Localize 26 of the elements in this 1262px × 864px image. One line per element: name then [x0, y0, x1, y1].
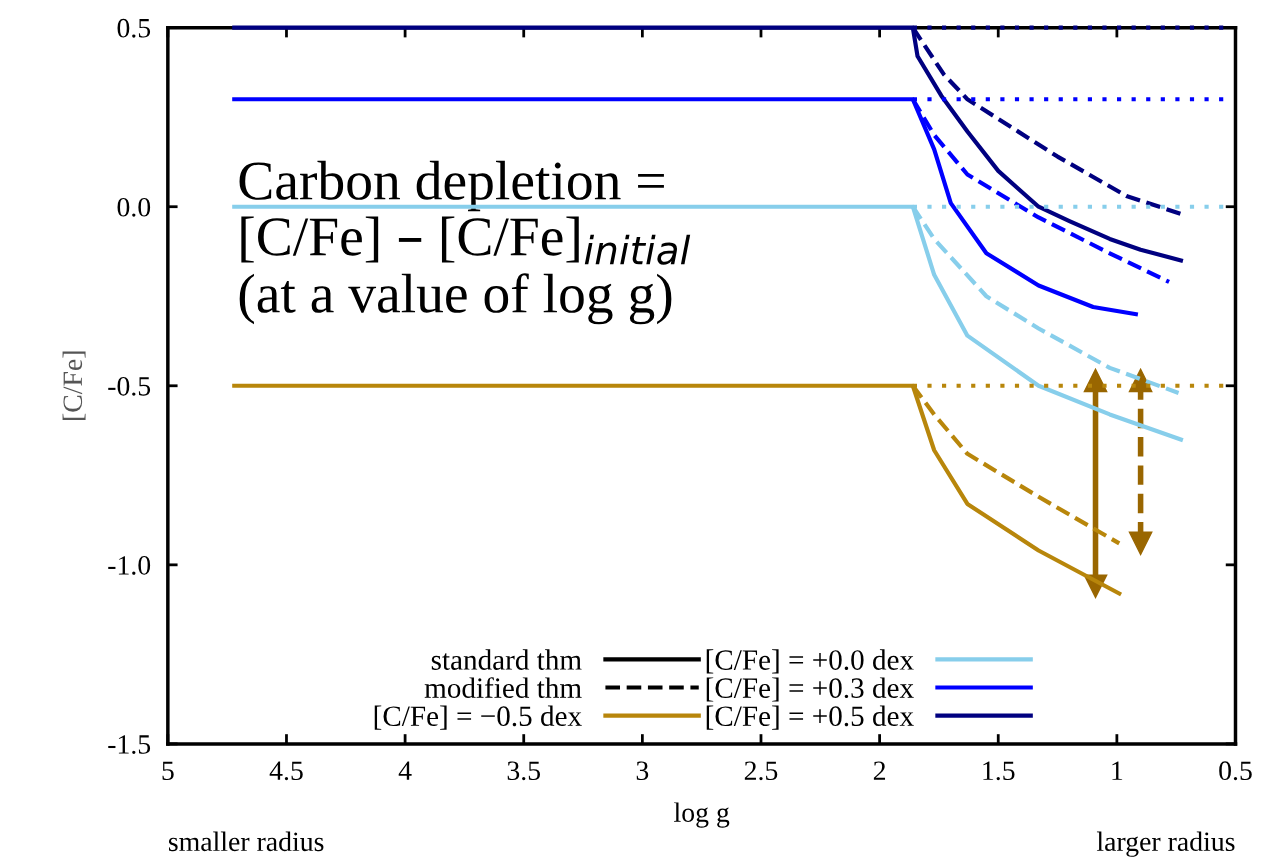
- legend-label: [C/Fe] = +0.5 dex: [706, 705, 914, 730]
- legend-label: modified thm: [424, 677, 582, 698]
- y-axis-title: [C/Fe]: [62, 351, 86, 420]
- y-tick-label: 0.5: [117, 18, 151, 38]
- x-tick-label: 1.5: [983, 761, 1015, 781]
- x-tick-label: 3: [636, 761, 649, 781]
- legend-label: [C/Fe] = −0.5 dex: [374, 705, 582, 730]
- annotation: Carbon depletion = [C/Fe] – [C/Fe]$_{initial}$ (at a value of log g): [239, 160, 691, 325]
- y-tick-label: -0.5: [108, 376, 151, 396]
- text: smaller radius: [168, 831, 324, 852]
- x-tick-label: 4.5: [269, 761, 303, 781]
- y-tick-label: -1.5: [108, 735, 151, 754]
- x-tick-label: 2: [873, 761, 886, 780]
- y-tick-label: -1.0: [108, 556, 151, 575]
- x-tick-label: 0.5: [1219, 761, 1252, 781]
- x-tick-label: 3.5: [507, 761, 541, 781]
- x-tick-label: 2.5: [744, 761, 778, 781]
- text: larger radius: [1096, 831, 1235, 857]
- x-axis-title: log g: [674, 802, 730, 828]
- legend-label: [C/Fe] = +0.3 dex: [706, 677, 914, 702]
- legend-label: standard thm: [431, 649, 582, 670]
- y-tick-label: 0.0: [117, 197, 151, 217]
- x-tick-label: 5: [162, 761, 174, 781]
- x-tick-label: 1: [1112, 761, 1123, 780]
- legend-label: [C/Fe] = +0.0 dex: [706, 649, 914, 674]
- x-tick-label: 4: [398, 761, 412, 780]
